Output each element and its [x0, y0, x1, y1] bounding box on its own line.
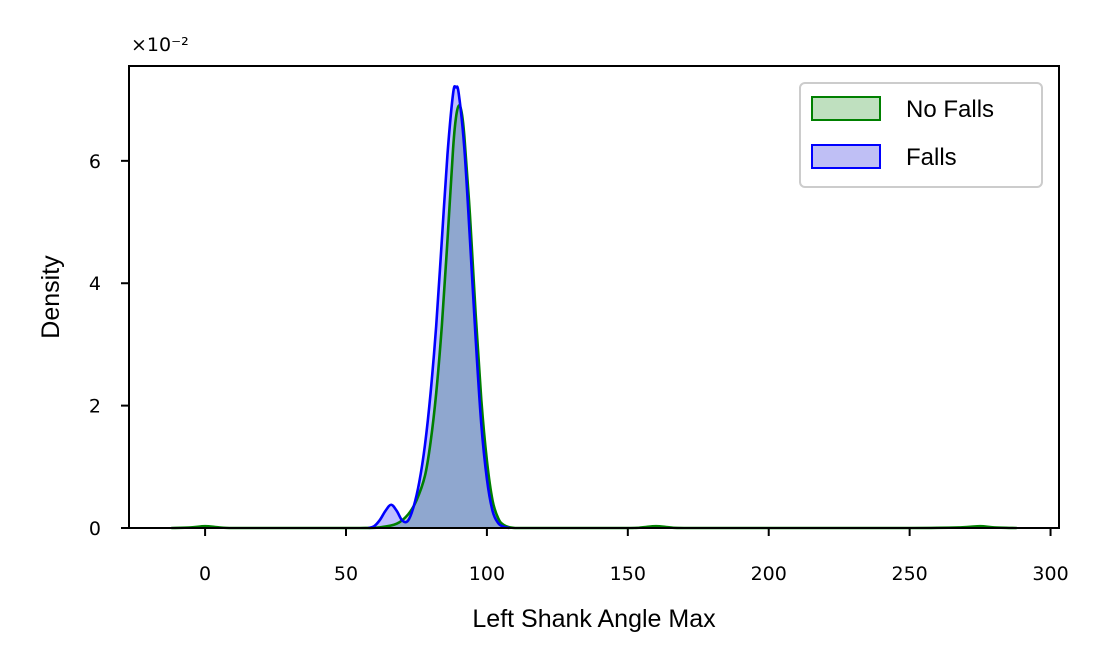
line-falls [368, 84, 510, 530]
x-tick-label: 100 [469, 563, 505, 585]
legend-label-falls: Falls [906, 144, 957, 171]
y-tick-label: 0 [89, 518, 101, 540]
x-tick-label: 150 [610, 563, 646, 585]
density-fills [171, 86, 1017, 528]
legend: No Falls Falls [799, 82, 1043, 188]
x-tick-label: 250 [892, 563, 928, 585]
plot-frame [128, 65, 1060, 529]
x-tick-label: 300 [1032, 563, 1068, 585]
y-tick-label: 4 [89, 273, 101, 295]
legend-swatch-no-falls [811, 96, 881, 121]
x-tick-label: 200 [751, 563, 787, 585]
y-axis-title: Density [37, 255, 65, 339]
x-axis-title: Left Shank Angle Max [472, 605, 716, 633]
x-axis-ticks: 0 50 100 150 200 250 300 [199, 528, 1069, 585]
y-axis-ticks: 0 2 4 6 [89, 151, 129, 540]
y-offset-text: ×10⁻² [131, 34, 189, 56]
legend-label-no-falls: No Falls [906, 96, 994, 123]
x-tick-label: 50 [334, 563, 358, 585]
legend-swatch-falls [811, 144, 881, 169]
y-tick-label: 6 [89, 151, 101, 173]
x-tick-label: 0 [199, 563, 211, 585]
area-falls [368, 86, 510, 528]
y-tick-label: 2 [89, 396, 101, 418]
